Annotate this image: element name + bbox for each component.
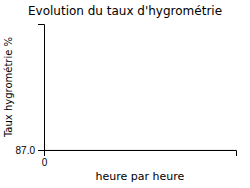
x-axis-line xyxy=(45,151,237,157)
title: Evolution du taux d'hygrométrie xyxy=(28,4,222,18)
y-axis-title: Taux hygrométrie % xyxy=(3,37,14,138)
y-tick: 87.0 xyxy=(16,145,44,156)
y-tick-label: 87.0 xyxy=(16,145,36,156)
x-tick-label: 0 xyxy=(42,157,48,168)
y-axis: 87.0 xyxy=(16,25,45,156)
y-axis-line xyxy=(38,25,45,151)
y-tick-mark xyxy=(38,150,44,151)
x-tick: 0 xyxy=(42,150,48,168)
x-axis: 0 xyxy=(42,150,237,168)
chart: 087.0Evolution du taux d'hygrométrieheur… xyxy=(0,0,250,188)
plot: 087.0 xyxy=(16,25,237,169)
x-axis-title: heure par heure xyxy=(96,170,185,183)
